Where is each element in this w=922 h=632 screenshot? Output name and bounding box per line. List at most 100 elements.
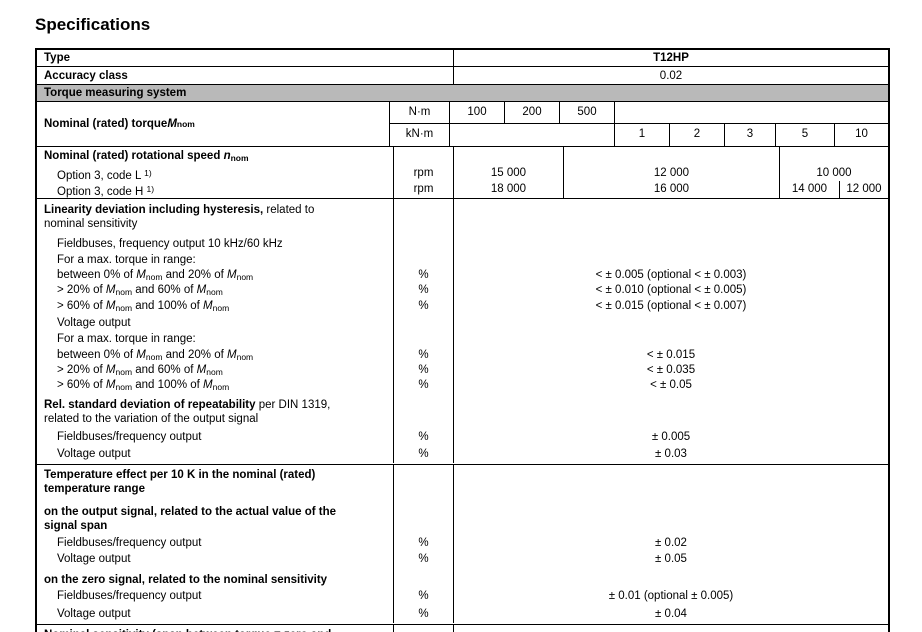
torque-cell-5: 5: [776, 124, 835, 146]
row-rotational-speed: Nominal (rated) rotational speed nnom Op…: [37, 147, 888, 199]
speed-h-split: 14 000 12 000: [780, 181, 888, 198]
torque-knm-blank-cell: [450, 124, 615, 146]
accuracy-class-value: 0.02: [659, 69, 683, 82]
value-cell: [454, 502, 888, 533]
torque-cell-1: 1: [615, 124, 670, 146]
unit-blank: [394, 148, 453, 165]
range-label: between 0% of Mnom and 20% of Mnom: [37, 268, 394, 283]
unit-percent: %: [394, 347, 454, 363]
speed-group-500-to-3: 12 000 16 000: [564, 147, 780, 198]
zero-signal-title: on the zero signal, related to the nomin…: [37, 568, 394, 587]
value-cell: [454, 625, 888, 632]
rotational-speed-labels: Nominal (rated) rotational speed nnom Op…: [37, 147, 394, 198]
temperature-label: Voltage output: [37, 605, 394, 623]
nominal-sensitivity-label: Nominal sensitivity (span between torque…: [37, 625, 394, 632]
unit-cell: [394, 237, 454, 252]
speed-l-12000: 12 000: [653, 166, 690, 179]
unit-rpm-h: rpm: [413, 183, 434, 195]
linearity-v-row-1: > 20% of Mnom and 60% of Mnom % < ± 0.03…: [37, 363, 888, 378]
linearity-fieldbus-header-line: Fieldbuses, frequency output 10 kHz/60 k…: [37, 237, 888, 252]
speed-h-18000: 18 000: [490, 183, 527, 195]
speed-h-14000: 14 000: [791, 183, 828, 195]
range-header: For a max. torque in range:: [37, 331, 394, 347]
unit-cell: [394, 393, 454, 427]
range-header-line-2: For a max. torque in range:: [37, 331, 888, 347]
unit-percent: %: [394, 427, 454, 446]
repeatability-row-0: Fieldbuses/frequency output % ± 0.005: [37, 427, 888, 446]
torque-nm-blank-cell: [615, 102, 888, 123]
range-label: between 0% of Mnom and 20% of Mnom: [37, 347, 394, 363]
linearity-value: < ± 0.005 (optional < ± 0.003): [595, 269, 747, 281]
rotational-speed-units: rpm rpm: [394, 147, 454, 198]
temperature-value: ± 0.02: [655, 537, 687, 549]
unit-percent: %: [394, 378, 454, 393]
rotational-speed-values: 15 000 18 000 12 000 16 000 10 000 14 00…: [454, 147, 888, 198]
temperature-value: ± 0.05: [655, 553, 687, 565]
torque-cell-10: 10: [855, 128, 868, 140]
zero-signal-title-line: on the zero signal, related to the nomin…: [37, 568, 888, 587]
linearity-value: < ± 0.015 (optional < ± 0.007): [595, 300, 747, 312]
linearity-fb-row-2: > 60% of Mnom and 100% of Mnom % < ± 0.0…: [37, 298, 888, 314]
linearity-v-row-2: > 60% of Mnom and 100% of Mnom % < ± 0.0…: [37, 378, 888, 393]
unit-cell: [394, 252, 454, 268]
unit-cell: [394, 625, 454, 632]
repeatability-value: ± 0.005: [651, 431, 691, 443]
unit-cell: [394, 502, 454, 533]
unit-percent: %: [394, 587, 454, 605]
repeatability-label: Voltage output: [37, 446, 394, 463]
temperature-title: Temperature effect per 10 K in the nomin…: [37, 465, 394, 502]
value-cell: [454, 393, 888, 427]
rotational-speed-title: Nominal (rated) rotational speed nnom: [44, 150, 249, 163]
temperature-label: Fieldbuses/frequency output: [37, 533, 394, 551]
unit-cell: [394, 314, 454, 331]
torque-cell-2: 2: [670, 124, 725, 146]
row-temperature-effect: Temperature effect per 10 K in the nomin…: [37, 465, 888, 625]
temperature-label: Voltage output: [37, 551, 394, 568]
torque-cell-3: 3: [725, 124, 776, 146]
linearity-title-line: Linearity deviation including hysteresis…: [37, 199, 888, 237]
range-header: For a max. torque in range:: [37, 252, 394, 268]
voltage-output-header: Voltage output: [37, 314, 394, 331]
unit-percent: %: [394, 363, 454, 378]
value-cell: [454, 568, 888, 587]
section-header-label: Torque measuring system: [44, 87, 187, 99]
unit-cell: [394, 199, 454, 237]
unit-knm: kN·m: [390, 124, 450, 146]
linearity-value: < ± 0.010 (optional < ± 0.005): [595, 284, 747, 296]
unit-percent: %: [394, 605, 454, 623]
value-cell: [454, 199, 888, 237]
speed-l-15000: 15 000: [490, 166, 527, 179]
torque-cell-100: 100: [450, 102, 505, 123]
torque-knm-row: kN·m 1 2 3 5 10: [390, 124, 888, 146]
value-cell: [454, 252, 888, 268]
unit-percent: %: [394, 533, 454, 551]
temperature-title-line: Temperature effect per 10 K in the nomin…: [37, 465, 888, 502]
range-header-line: For a max. torque in range:: [37, 252, 888, 268]
temperature-label: Fieldbuses/frequency output: [37, 587, 394, 605]
range-label: > 20% of Mnom and 60% of Mnom: [37, 283, 394, 298]
linearity-v-row-0: between 0% of Mnom and 20% of Mnom % < ±…: [37, 347, 888, 363]
temperature-span-row-1: Voltage output % ± 0.05: [37, 551, 888, 568]
section-header-torque-measuring-system: Torque measuring system: [37, 85, 888, 102]
torque-nm-row: N·m 100 200 500: [390, 102, 888, 124]
unit-cell: [394, 568, 454, 587]
linearity-value: < ± 0.015: [646, 349, 696, 361]
repeatability-value: ± 0.03: [655, 448, 687, 460]
unit-percent: %: [394, 283, 454, 298]
output-signal-title: on the output signal, related to the act…: [37, 502, 394, 533]
linearity-value: < ± 0.05: [650, 379, 692, 391]
linearity-title: Linearity deviation including hysteresis…: [37, 199, 394, 237]
linearity-value: < ± 0.035: [646, 364, 696, 376]
temperature-zero-row-1: Voltage output % ± 0.04: [37, 605, 888, 623]
specifications-table: Type T12HP Accuracy class 0.02 Torque me…: [35, 48, 890, 632]
row-accuracy-class: Accuracy class 0.02: [37, 67, 888, 85]
range-label: > 60% of Mnom and 100% of Mnom: [37, 378, 394, 393]
range-label: > 60% of Mnom and 100% of Mnom: [37, 298, 394, 314]
unit-nm: N·m: [390, 102, 450, 123]
speed-l-10000: 10 000: [816, 166, 852, 179]
unit-percent: %: [394, 268, 454, 283]
repeatability-title-line: Rel. standard deviation of repeatability…: [37, 393, 888, 427]
row-nominal-sensitivity-partial: Nominal sensitivity (span between torque…: [37, 625, 888, 632]
